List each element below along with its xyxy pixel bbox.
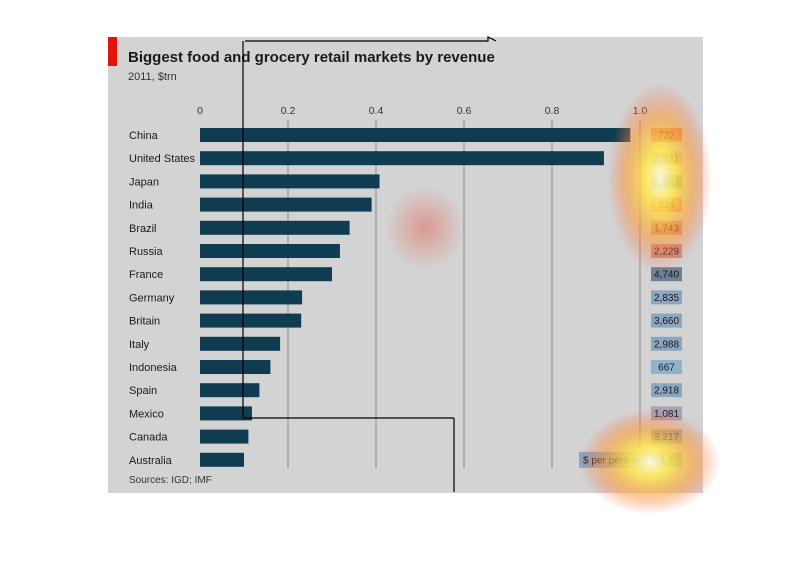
chart-source: Sources: IGD; IMF	[129, 475, 212, 486]
bar	[200, 220, 350, 235]
per-person-badge	[651, 336, 682, 351]
bar	[200, 128, 631, 142]
scanpath-line-top	[245, 36, 497, 42]
bar	[200, 360, 271, 374]
per-person-badge	[651, 313, 682, 328]
category-label: United States	[129, 153, 196, 165]
category-label: Spain	[129, 385, 157, 397]
per-person-value: 2,988	[654, 339, 679, 350]
category-label: Russia	[129, 246, 164, 258]
heat-blob-center	[385, 186, 465, 270]
bar	[200, 290, 303, 305]
bar	[200, 452, 244, 467]
heat-blob-bottom-right	[580, 410, 720, 514]
bar	[200, 244, 340, 258]
per-person-badge	[651, 360, 682, 374]
category-label: Indonesia	[129, 362, 178, 374]
category-label: Germany	[129, 292, 175, 304]
x-tick-label: 0.8	[545, 105, 560, 117]
category-label: Brazil	[129, 223, 157, 235]
per-person-value: 667	[658, 363, 675, 374]
bar	[200, 429, 249, 444]
per-person-value: 2,918	[654, 386, 679, 397]
gaze-scanpath	[242, 36, 497, 492]
heat-blob-top-right	[608, 83, 712, 273]
bar	[200, 174, 380, 189]
per-person-value: 3,660	[654, 316, 679, 327]
bar	[200, 383, 260, 398]
brand-accent-bar	[108, 37, 117, 66]
category-label: Canada	[129, 432, 168, 444]
category-label: China	[129, 130, 159, 142]
per-person-badge	[651, 383, 682, 398]
per-person-badge	[651, 290, 682, 305]
category-label: France	[129, 269, 163, 281]
bar	[200, 267, 332, 282]
bar	[200, 313, 302, 328]
chart-title: Biggest food and grocery retail markets …	[128, 49, 495, 66]
x-tick-label: 0.2	[281, 105, 296, 117]
bar	[200, 151, 604, 166]
bar	[200, 406, 252, 421]
category-label: Italy	[129, 339, 150, 351]
bar	[200, 336, 281, 351]
x-tick-label: 0.4	[369, 105, 384, 117]
chart-subtitle: 2011, $trn	[128, 71, 177, 83]
category-label: Australia	[129, 455, 173, 467]
x-tick-label: 0	[197, 105, 203, 117]
per-person-value: 2,835	[654, 293, 679, 304]
category-label: India	[129, 200, 154, 212]
category-label: Mexico	[129, 408, 164, 420]
per-person-value: 4,740	[654, 270, 679, 281]
x-tick-label: 0.6	[457, 105, 472, 117]
category-label: Japan	[129, 176, 159, 188]
bar	[200, 197, 372, 212]
category-label: Britain	[129, 316, 160, 328]
attention-heatmap-overlay	[385, 83, 720, 514]
